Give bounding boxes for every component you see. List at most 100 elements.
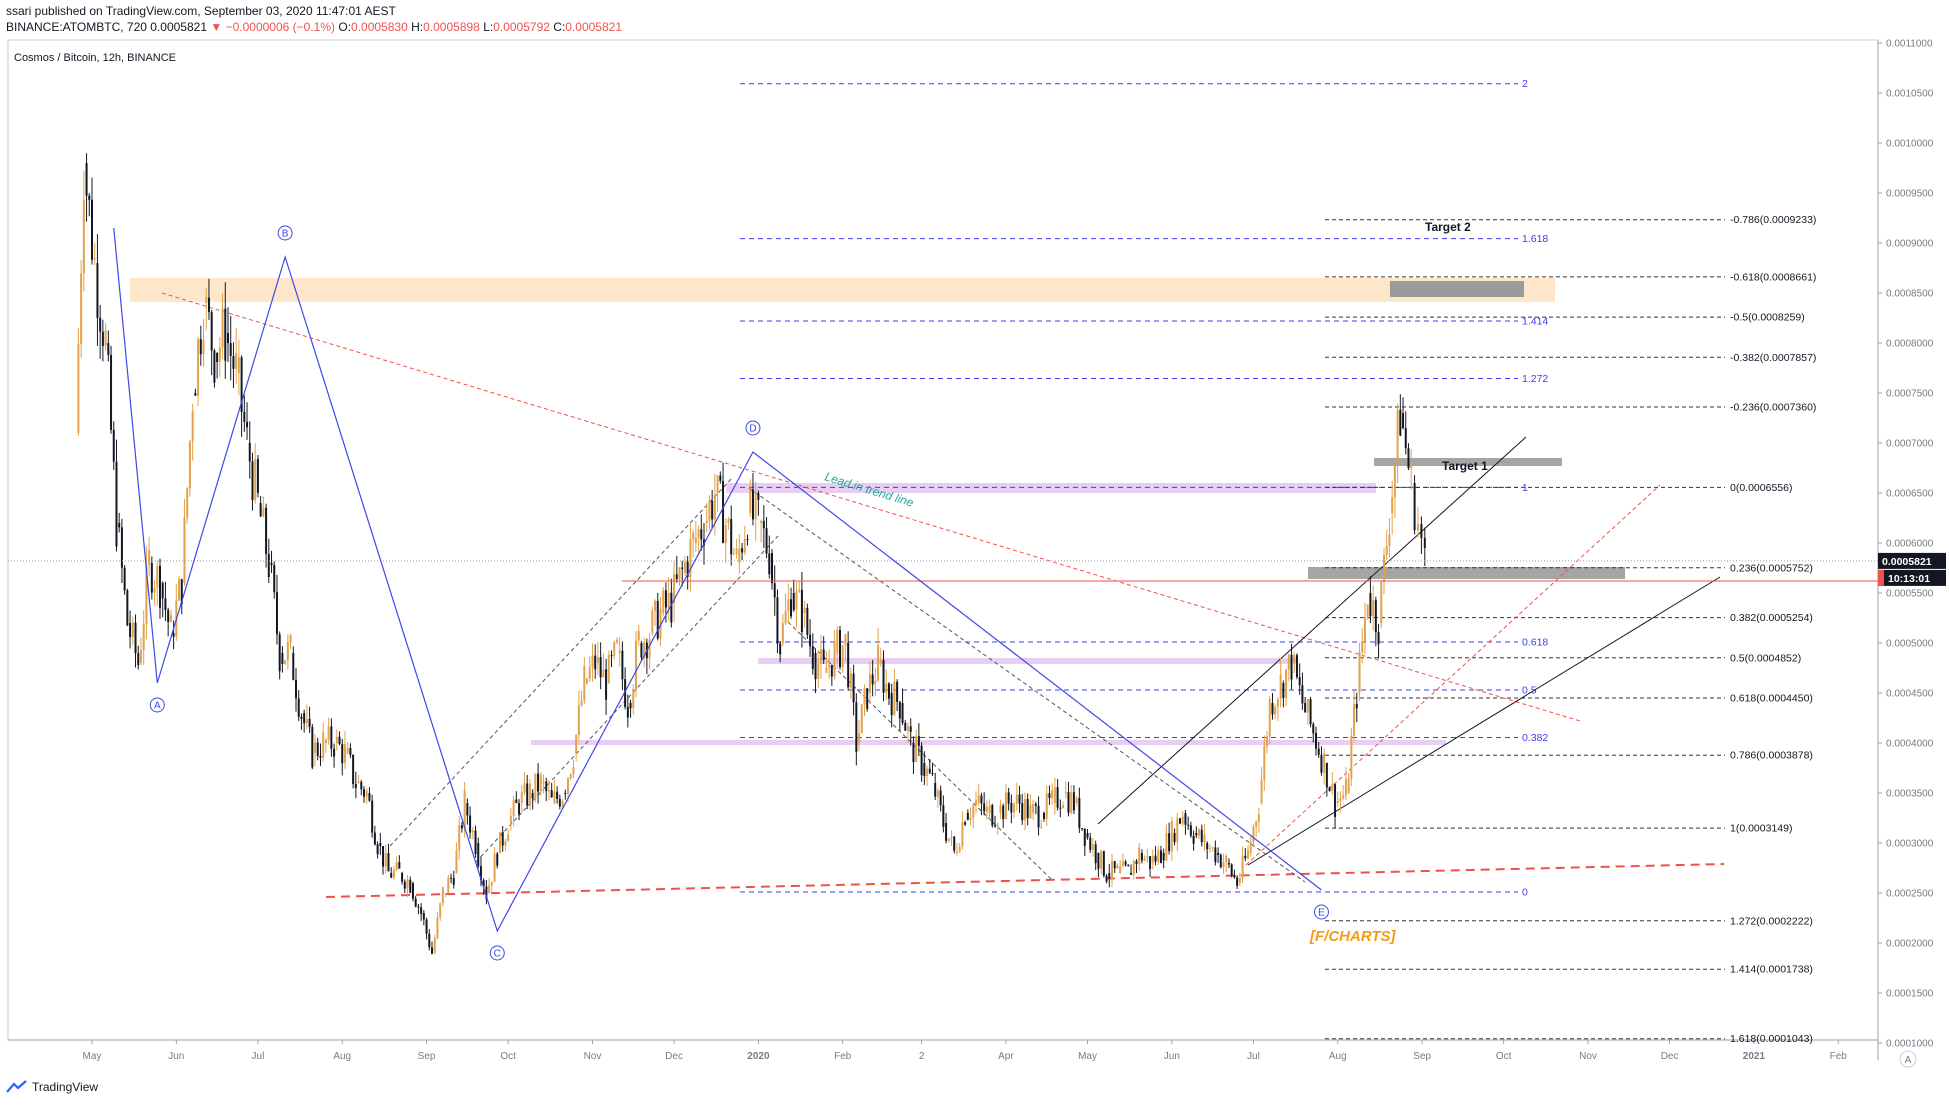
candle-body <box>806 607 809 635</box>
candle-body <box>1214 847 1217 863</box>
y-tick-label: 0.0010000 <box>1886 139 1934 150</box>
candle-body <box>1138 847 1141 864</box>
elliott-waves: A B C D E <box>113 225 1329 961</box>
candle-body <box>1170 821 1173 852</box>
candle-body <box>991 805 994 826</box>
candle-body <box>199 339 202 355</box>
candle-body <box>1363 616 1366 642</box>
candle-body <box>798 589 801 592</box>
candle-body <box>145 564 148 624</box>
candle-body <box>787 599 790 612</box>
candle-body <box>1067 792 1070 813</box>
x-tick-label: Aug <box>333 1051 351 1062</box>
candle-body <box>493 853 496 882</box>
candle-body <box>719 475 722 481</box>
candle-body <box>349 747 352 755</box>
candle-body <box>852 673 855 703</box>
candle-body <box>1309 699 1312 725</box>
candle-body <box>760 520 763 523</box>
candle-body <box>1417 524 1419 531</box>
candle-body <box>931 772 934 775</box>
candle-body <box>1225 855 1228 863</box>
candle-body <box>172 633 175 637</box>
plot-frame <box>7 39 1879 1041</box>
candle-body <box>376 844 379 855</box>
candle-body <box>985 807 988 812</box>
candles <box>77 153 1426 955</box>
candle-body <box>961 822 964 847</box>
candle-body <box>1279 674 1282 700</box>
candle-body <box>420 907 423 914</box>
candle-body <box>833 641 836 677</box>
candle-body <box>700 529 703 540</box>
candle-body <box>1195 833 1198 836</box>
candle-body <box>1062 805 1065 808</box>
candle-body <box>629 703 632 709</box>
candle-body <box>858 733 861 743</box>
candle-body <box>839 629 841 668</box>
candle-body <box>738 548 741 563</box>
candle-body <box>1241 855 1244 879</box>
candle-body <box>139 649 142 663</box>
y-tick-label: 0.0003500 <box>1886 789 1934 800</box>
candle-body <box>1328 787 1331 791</box>
candle-body <box>161 583 164 599</box>
candle-body <box>267 553 270 577</box>
candle-body <box>131 622 134 638</box>
candle-body <box>1385 546 1388 555</box>
candle-body <box>96 263 99 318</box>
candle-body <box>262 507 265 517</box>
candle-body <box>411 883 414 899</box>
candle-body <box>91 199 93 260</box>
candle-body <box>1043 813 1045 819</box>
x-tick-label: Nov <box>584 1051 602 1062</box>
candle-body <box>159 565 161 608</box>
candle-body <box>681 567 684 569</box>
x-tick-label: Oct <box>500 1051 516 1062</box>
candle-body <box>1255 821 1258 828</box>
black-channel-upper <box>1097 436 1527 825</box>
close-label: C: <box>553 20 566 34</box>
candle-body <box>1015 794 1018 804</box>
candle-body <box>776 597 779 644</box>
candle-body <box>980 795 983 804</box>
candle-body <box>477 843 480 867</box>
x-tick-label: 2021 <box>1743 1051 1766 1062</box>
candle-body <box>518 803 521 815</box>
candle-body <box>1274 706 1277 715</box>
candle-body <box>830 664 833 677</box>
candle-body <box>879 660 882 663</box>
candle-body <box>167 610 170 622</box>
candle-body <box>1420 524 1423 538</box>
candle-body <box>670 592 673 623</box>
candle-body <box>656 600 659 639</box>
candle-body <box>191 411 194 442</box>
x-tick-label: Sep <box>1413 1051 1431 1062</box>
candle-body <box>936 790 939 797</box>
candle-body <box>1247 850 1249 859</box>
candle-body <box>1298 677 1301 686</box>
candle-body <box>368 793 371 801</box>
y-tick-label: 0.0009000 <box>1886 239 1934 250</box>
candle-body <box>934 783 937 797</box>
candle-body <box>1007 792 1010 804</box>
candle-body <box>490 881 493 886</box>
candle-body <box>893 681 896 716</box>
candle-body <box>689 539 692 577</box>
candle-body <box>227 333 229 344</box>
candle-body <box>216 353 219 363</box>
candle-body <box>169 614 172 622</box>
candle-body <box>847 643 850 688</box>
candle-body <box>569 774 572 779</box>
fib-blue-label: 1.618 <box>1522 233 1548 245</box>
candle-body <box>898 701 901 719</box>
x-tick-label: 2020 <box>747 1051 770 1062</box>
last-price: 0.0005821 <box>150 20 208 34</box>
orange-resistance-zone <box>130 278 1555 302</box>
candle-body <box>526 783 529 806</box>
candle-body <box>1078 798 1081 829</box>
candle-body <box>458 825 461 851</box>
candle-body <box>817 663 820 680</box>
y-tick-label: 0.0005500 <box>1886 589 1934 600</box>
